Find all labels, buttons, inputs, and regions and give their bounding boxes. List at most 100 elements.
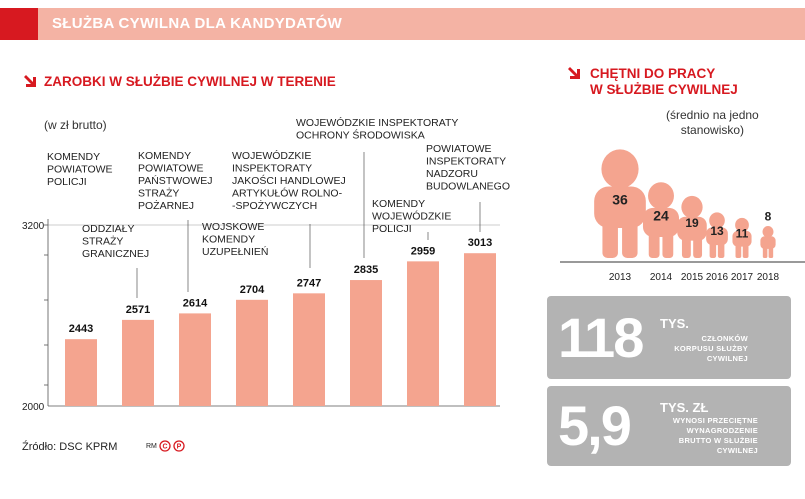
person-head bbox=[735, 217, 749, 233]
year-label: 2018 bbox=[757, 272, 780, 283]
category-label: WOJSKOWE bbox=[202, 221, 264, 233]
figure-value-label: 24 bbox=[653, 207, 669, 223]
person-body bbox=[594, 186, 646, 228]
category-label: POWIATOWE bbox=[47, 164, 113, 176]
p-mark-icon: P bbox=[173, 440, 185, 452]
stat-box-salary bbox=[547, 386, 791, 466]
category-label: JAKOŚCI HANDLOWEJ bbox=[232, 174, 346, 187]
stat-members-desc-line-2: KORPUSU SŁUŻBY bbox=[674, 344, 748, 353]
person-leg bbox=[717, 241, 725, 258]
person-body bbox=[677, 216, 707, 241]
bar bbox=[293, 293, 325, 406]
bar bbox=[179, 313, 211, 406]
category-label: ODDZIAŁY bbox=[82, 223, 135, 235]
stat-members-number: 118 bbox=[558, 306, 644, 369]
bar-value-label: 2704 bbox=[240, 284, 265, 296]
category-label: WOJEWÓDZKIE bbox=[232, 149, 311, 162]
header-accent-block bbox=[0, 8, 38, 40]
candidates-title: CHĘTNI DO PRACY W SŁUŻBIE CYWILNEJ bbox=[590, 66, 738, 98]
category-label: BUDOWLANEGO bbox=[426, 181, 510, 193]
category-label: UZUPEŁNIEŃ bbox=[202, 245, 269, 258]
candidates-title-line-1: CHĘTNI DO PRACY bbox=[590, 66, 716, 81]
bar bbox=[65, 339, 97, 406]
category-label: KOMENDY bbox=[138, 150, 191, 162]
category-label: -SPOŻYWCZYCH bbox=[232, 199, 317, 212]
bar-value-label: 3013 bbox=[468, 237, 492, 249]
svg-text:C: C bbox=[162, 444, 167, 451]
bar-value-label: 2835 bbox=[354, 264, 378, 276]
person-figure-icon bbox=[760, 226, 776, 258]
stat-members-desc: CZŁONKÓW KORPUSU SŁUŻBY CYWILNEJ bbox=[640, 334, 748, 364]
category-label: STRAŻY bbox=[82, 235, 123, 248]
salary-bar-chart: 200032002443KOMENDYPOWIATOWEPOLICJI2571O… bbox=[22, 116, 510, 413]
person-leg bbox=[709, 241, 717, 258]
category-label: POLICJI bbox=[372, 223, 412, 235]
candidates-note-line-2: stanowisko) bbox=[680, 123, 745, 137]
figure-value-label: 13 bbox=[710, 224, 724, 238]
person-figure-icon bbox=[642, 182, 680, 258]
stat-members-desc-line-1: CZŁONKÓW bbox=[701, 334, 748, 343]
figure-value-label: 36 bbox=[612, 191, 628, 207]
stat-members-unit: TYS. bbox=[660, 316, 689, 331]
stat-salary-desc-line-2: WYNAGRODZENIE bbox=[686, 426, 758, 435]
person-head bbox=[709, 212, 725, 229]
bar-value-label: 2959 bbox=[411, 245, 435, 257]
bar bbox=[122, 319, 154, 406]
category-label: WOJEWÓDZKIE bbox=[372, 210, 451, 223]
stat-salary-unit: TYS. ZŁ bbox=[660, 400, 709, 415]
category-label: GRANICZNEJ bbox=[82, 248, 149, 260]
person-body bbox=[706, 227, 728, 246]
credit-text: RM bbox=[146, 442, 157, 450]
y-tick-label: 2000 bbox=[22, 402, 45, 413]
category-label: POŻARNEJ bbox=[138, 199, 194, 212]
category-label: KOMENDY bbox=[372, 198, 425, 210]
stat-salary-number: 5,9 bbox=[558, 394, 632, 457]
stat-salary-desc-line-3: BRUTTO W SŁUŻBIE bbox=[678, 436, 758, 445]
bar-value-label: 2614 bbox=[183, 297, 208, 309]
category-label: NADZORU bbox=[426, 168, 478, 180]
category-label: KOMENDY bbox=[47, 151, 100, 163]
category-label: PAŃSTWOWEJ bbox=[138, 174, 212, 187]
person-leg bbox=[742, 243, 749, 258]
person-figure-icon bbox=[677, 195, 707, 258]
category-label: INSPEKTORATY bbox=[232, 163, 312, 175]
person-leg bbox=[735, 243, 742, 258]
person-figure-icon bbox=[706, 212, 728, 258]
stat-salary-desc-line-4: CYWILNEJ bbox=[716, 446, 758, 455]
category-label: ARTYKUŁÓW ROLNO- bbox=[232, 187, 343, 200]
bar bbox=[236, 299, 268, 406]
stat-salary-desc: WYNOSI PRZECIĘTNE WYNAGRODZENIE BRUTTO W… bbox=[640, 416, 758, 456]
person-head bbox=[648, 182, 674, 210]
year-label: 2013 bbox=[609, 272, 632, 283]
bar-value-label: 2571 bbox=[126, 304, 150, 316]
category-label: INSPEKTORATY bbox=[426, 156, 506, 168]
person-head bbox=[601, 149, 639, 189]
year-label: 2015 bbox=[681, 272, 704, 283]
category-label: WOJEWÓDZKIE INSPEKTORATY bbox=[296, 116, 458, 129]
category-label: KOMENDY bbox=[202, 234, 255, 246]
copyright-icon: C bbox=[159, 440, 171, 452]
bar bbox=[464, 253, 496, 406]
person-head bbox=[762, 226, 774, 238]
chart-title: ZAROBKI W SŁUŻBIE CYWILNEJ W TERENIE bbox=[44, 74, 336, 89]
person-body bbox=[642, 207, 680, 237]
person-leg bbox=[622, 218, 638, 258]
category-label: POWIATOWE bbox=[426, 143, 492, 155]
year-label: 2017 bbox=[731, 272, 754, 283]
stat-members-desc-line-3: CYWILNEJ bbox=[706, 354, 748, 363]
person-body bbox=[732, 230, 752, 247]
candidates-title-line-2: W SŁUŻBIE CYWILNEJ bbox=[590, 82, 738, 97]
person-leg bbox=[768, 246, 774, 258]
header-bar bbox=[38, 8, 805, 40]
year-label: 2014 bbox=[650, 272, 673, 283]
figure-value-label: 11 bbox=[736, 227, 749, 241]
person-leg bbox=[681, 235, 691, 258]
stat-salary-desc-line-1: WYNOSI PRZECIĘTNE bbox=[672, 416, 758, 425]
bar bbox=[407, 261, 439, 406]
figure-value-label: 8 bbox=[765, 209, 772, 223]
figure-value-label: 19 bbox=[685, 216, 699, 230]
bar bbox=[350, 280, 382, 406]
category-label: STRAŻY bbox=[138, 187, 179, 200]
credit-badge: RM C P bbox=[146, 440, 185, 452]
arrow-down-right-icon bbox=[568, 67, 580, 79]
